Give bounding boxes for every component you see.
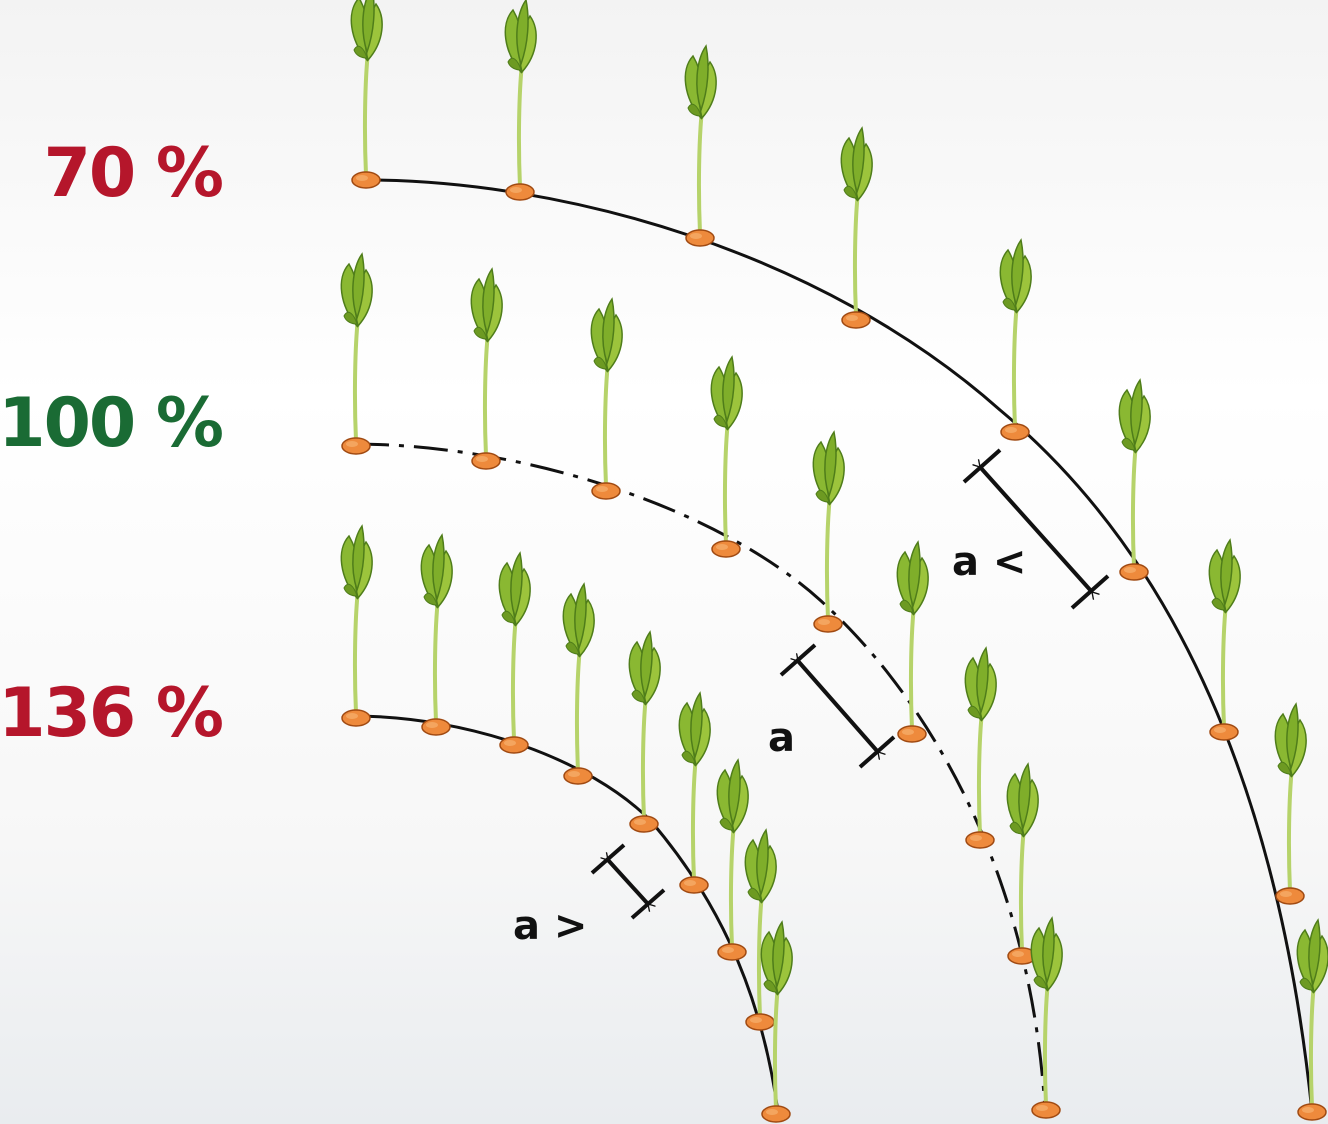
spacing-label-normal: a [768,715,795,761]
seedling [683,44,719,248]
seedling [497,551,533,755]
row-label-136: 136 % [0,674,224,753]
seedling [1207,538,1243,742]
seedling [709,355,745,559]
spacing-arrow-narrow [590,843,666,920]
seedlings-row-70 [349,0,1328,1122]
seedling [1295,918,1328,1122]
seedling [1029,916,1065,1120]
spacing-label-wide: a < [952,539,1027,585]
seedling [469,267,505,471]
seedling [503,0,539,202]
spacing-arrow-wide [962,448,1110,610]
row-label-100: 100 % [0,384,224,463]
seedling [743,828,779,1032]
seedling [339,252,375,456]
seedling [339,524,375,728]
spacing-label-narrow: a > [513,903,588,949]
spacing-arrow-normal [779,643,896,769]
seedling [349,0,385,190]
seedling [895,540,931,744]
seedling [998,238,1034,442]
seedling [963,646,999,850]
row-line-100 [354,442,1047,1111]
seedling [1005,762,1041,966]
row-line-70 [364,178,1314,1113]
seedling [1117,378,1153,582]
seedling [1273,702,1309,906]
seedling [589,297,625,501]
seedling [811,430,847,634]
row-label-70: 70 % [43,134,224,213]
seedlings-row-136 [339,524,795,1124]
seedling [419,533,455,737]
seedlings-row-100 [339,252,1065,1120]
seedling [627,630,663,834]
seedling [839,126,875,330]
seedling [561,582,597,786]
